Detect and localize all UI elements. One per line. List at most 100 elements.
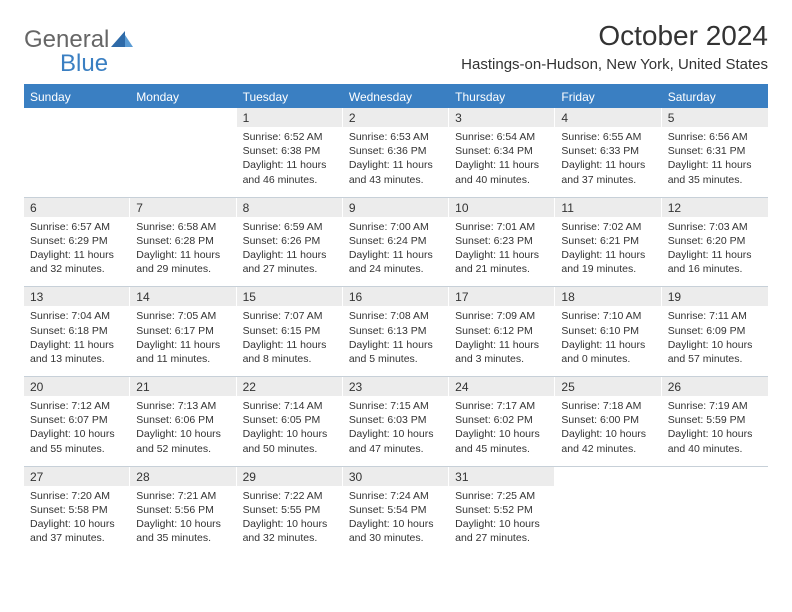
day-number: 19 — [662, 287, 768, 306]
week-daynum-row: 20212223242526 — [24, 377, 768, 396]
sunrise-text: Sunrise: 7:08 AM — [349, 309, 442, 323]
day-number: 3 — [449, 108, 555, 127]
sunrise-text: Sunrise: 6:56 AM — [668, 130, 762, 144]
daylight-text-2: and 35 minutes. — [136, 531, 229, 545]
week-daynum-row: 12345 — [24, 108, 768, 127]
sunrise-text: Sunrise: 7:14 AM — [243, 399, 336, 413]
sunset-text: Sunset: 6:17 PM — [136, 324, 229, 338]
sunset-text: Sunset: 5:55 PM — [243, 503, 336, 517]
day-number: 18 — [555, 287, 661, 306]
calendar-grid: SundayMondayTuesdayWednesdayThursdayFrid… — [24, 84, 768, 555]
sunrise-text: Sunrise: 7:24 AM — [349, 489, 442, 503]
day-content: Sunrise: 7:01 AMSunset: 6:23 PMDaylight:… — [449, 217, 555, 287]
daylight-text-2: and 27 minutes. — [243, 262, 336, 276]
sunset-text: Sunset: 5:56 PM — [136, 503, 229, 517]
daylight-text-1: Daylight: 11 hours — [243, 248, 336, 262]
sunrise-text: Sunrise: 6:59 AM — [243, 220, 336, 234]
day-content: Sunrise: 7:10 AMSunset: 6:10 PMDaylight:… — [555, 306, 661, 376]
daylight-text-1: Daylight: 11 hours — [455, 248, 548, 262]
calendar-page: GeneralBlue October 2024 Hastings-on-Hud… — [0, 0, 792, 575]
daylight-text-2: and 43 minutes. — [349, 173, 442, 187]
week-daynum-row: 13141516171819 — [24, 287, 768, 306]
sunrise-text: Sunrise: 7:11 AM — [668, 309, 762, 323]
sunset-text: Sunset: 6:33 PM — [561, 144, 654, 158]
daylight-text-2: and 30 minutes. — [349, 531, 442, 545]
daylight-text-1: Daylight: 10 hours — [30, 427, 123, 441]
daylight-text-1: Daylight: 11 hours — [30, 338, 123, 352]
sunset-text: Sunset: 6:15 PM — [243, 324, 336, 338]
daylight-text-1: Daylight: 11 hours — [455, 158, 548, 172]
daylight-text-2: and 57 minutes. — [668, 352, 762, 366]
day-number: 30 — [343, 467, 449, 486]
daylight-text-1: Daylight: 11 hours — [349, 158, 442, 172]
day-of-week-header: Monday — [130, 86, 236, 108]
daylight-text-1: Daylight: 11 hours — [136, 338, 229, 352]
sunset-text: Sunset: 6:05 PM — [243, 413, 336, 427]
sunset-text: Sunset: 5:54 PM — [349, 503, 442, 517]
week-content-row: Sunrise: 7:12 AMSunset: 6:07 PMDaylight:… — [24, 396, 768, 466]
daylight-text-1: Daylight: 11 hours — [455, 338, 548, 352]
sunrise-text: Sunrise: 7:05 AM — [136, 309, 229, 323]
day-content: Sunrise: 7:14 AMSunset: 6:05 PMDaylight:… — [237, 396, 343, 466]
daylight-text-1: Daylight: 11 hours — [349, 338, 442, 352]
day-number: 26 — [662, 377, 768, 396]
day-number: 11 — [555, 198, 661, 217]
day-of-week-header: Friday — [555, 86, 661, 108]
daylight-text-1: Daylight: 10 hours — [668, 427, 762, 441]
sunrise-text: Sunrise: 7:00 AM — [349, 220, 442, 234]
week-content-row: Sunrise: 7:20 AMSunset: 5:58 PMDaylight:… — [24, 486, 768, 556]
day-number: 25 — [555, 377, 661, 396]
daylight-text-2: and 19 minutes. — [561, 262, 654, 276]
sunrise-text: Sunrise: 6:57 AM — [30, 220, 123, 234]
daylight-text-2: and 32 minutes. — [243, 531, 336, 545]
sunset-text: Sunset: 6:21 PM — [561, 234, 654, 248]
sunset-text: Sunset: 6:00 PM — [561, 413, 654, 427]
month-title: October 2024 — [461, 20, 768, 52]
day-number: 12 — [662, 198, 768, 217]
title-block: October 2024 Hastings-on-Hudson, New Yor… — [461, 20, 768, 73]
daylight-text-2: and 3 minutes. — [455, 352, 548, 366]
daylight-text-2: and 27 minutes. — [455, 531, 548, 545]
day-number: 16 — [343, 287, 449, 306]
day-number: 23 — [343, 377, 449, 396]
sunrise-text: Sunrise: 7:13 AM — [136, 399, 229, 413]
daylight-text-2: and 32 minutes. — [30, 262, 123, 276]
day-content: Sunrise: 6:52 AMSunset: 6:38 PMDaylight:… — [237, 127, 343, 197]
sunrise-text: Sunrise: 7:21 AM — [136, 489, 229, 503]
day-content: Sunrise: 7:20 AMSunset: 5:58 PMDaylight:… — [24, 486, 130, 556]
day-content: Sunrise: 7:17 AMSunset: 6:02 PMDaylight:… — [449, 396, 555, 466]
day-content: Sunrise: 7:18 AMSunset: 6:00 PMDaylight:… — [555, 396, 661, 466]
day-number: 15 — [237, 287, 343, 306]
weeks-container: 12345Sunrise: 6:52 AMSunset: 6:38 PMDayl… — [24, 108, 768, 555]
sunset-text: Sunset: 6:28 PM — [136, 234, 229, 248]
daylight-text-1: Daylight: 10 hours — [349, 427, 442, 441]
day-content: Sunrise: 6:55 AMSunset: 6:33 PMDaylight:… — [555, 127, 661, 197]
day-content: Sunrise: 7:21 AMSunset: 5:56 PMDaylight:… — [130, 486, 236, 556]
day-number: 5 — [662, 108, 768, 127]
day-content: Sunrise: 7:25 AMSunset: 5:52 PMDaylight:… — [449, 486, 555, 556]
daylight-text-1: Daylight: 11 hours — [668, 248, 762, 262]
sunset-text: Sunset: 6:29 PM — [30, 234, 123, 248]
sunrise-text: Sunrise: 6:52 AM — [243, 130, 336, 144]
empty-cell — [130, 108, 236, 127]
daylight-text-2: and 55 minutes. — [30, 442, 123, 456]
daylight-text-1: Daylight: 10 hours — [136, 427, 229, 441]
sunset-text: Sunset: 6:36 PM — [349, 144, 442, 158]
brand-logo: GeneralBlue — [24, 20, 133, 78]
sunrise-text: Sunrise: 7:10 AM — [561, 309, 654, 323]
daylight-text-2: and 52 minutes. — [136, 442, 229, 456]
sunrise-text: Sunrise: 6:58 AM — [136, 220, 229, 234]
daylight-text-1: Daylight: 11 hours — [243, 158, 336, 172]
sunrise-text: Sunrise: 7:15 AM — [349, 399, 442, 413]
empty-cell — [24, 127, 130, 197]
sunrise-text: Sunrise: 7:17 AM — [455, 399, 548, 413]
daylight-text-1: Daylight: 10 hours — [561, 427, 654, 441]
day-of-week-header: Saturday — [662, 86, 768, 108]
day-number: 1 — [237, 108, 343, 127]
daylight-text-1: Daylight: 11 hours — [561, 248, 654, 262]
day-of-week-header: Tuesday — [237, 86, 343, 108]
sunset-text: Sunset: 6:03 PM — [349, 413, 442, 427]
day-number: 24 — [449, 377, 555, 396]
daylight-text-1: Daylight: 10 hours — [30, 517, 123, 531]
daylight-text-2: and 16 minutes. — [668, 262, 762, 276]
